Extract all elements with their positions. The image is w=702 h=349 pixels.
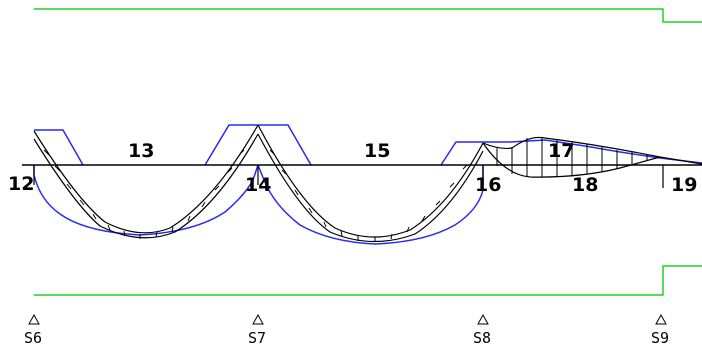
support-label-s8: S8 <box>473 329 491 347</box>
node-label-16: 16 <box>475 174 501 196</box>
hatch-span-13 <box>43 149 245 239</box>
triangle-support-icon <box>477 313 489 325</box>
support-label-s7: S7 <box>248 329 266 347</box>
boundary-bottom-line <box>34 265 702 296</box>
moment-span-13 <box>33 124 259 239</box>
envelope-top-support-12 <box>34 129 84 166</box>
element-label-18: 18 <box>572 174 598 196</box>
node-ticks <box>33 165 664 188</box>
node-label-12: 12 <box>8 173 34 195</box>
support-s6: S6 <box>24 313 42 347</box>
boundary-top-line <box>34 8 702 23</box>
envelope-top-support-14 <box>204 124 312 166</box>
support-label-s9: S9 <box>651 329 669 347</box>
moment-span-17-18 <box>482 136 702 178</box>
support-label-s6: S6 <box>24 329 42 347</box>
triangle-support-icon <box>252 313 264 325</box>
node-label-14: 14 <box>245 174 271 196</box>
hatch-span-17-18 <box>496 137 648 177</box>
support-s8: S8 <box>473 313 491 347</box>
triangle-support-icon <box>655 313 667 325</box>
support-s7: S7 <box>248 313 266 347</box>
element-label-17: 17 <box>548 140 574 162</box>
element-label-15: 15 <box>364 140 390 162</box>
triangle-support-icon <box>28 313 40 325</box>
hatch-span-15 <box>269 149 468 242</box>
support-s9: S9 <box>651 313 669 347</box>
envelope-bottom-span-15 <box>257 164 484 245</box>
envelope-top-support-16 <box>440 139 702 166</box>
node-label-19: 19 <box>671 174 697 196</box>
moment-span-15 <box>257 124 484 243</box>
element-label-13: 13 <box>128 140 154 162</box>
